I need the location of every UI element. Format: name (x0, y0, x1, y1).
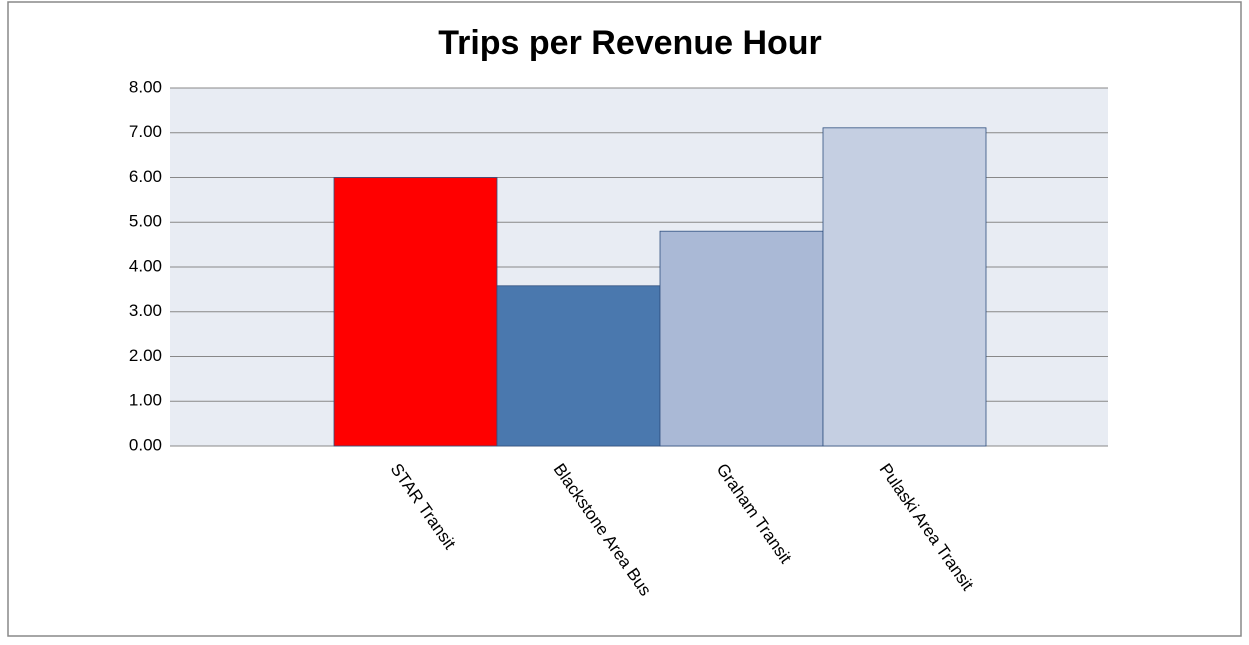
y-tick-label: 1.00 (129, 391, 162, 410)
y-tick-label: 0.00 (129, 435, 162, 454)
y-tick-label: 5.00 (129, 212, 162, 231)
y-tick-label: 7.00 (129, 122, 162, 141)
bar (333, 177, 498, 447)
y-tick-label: 2.00 (129, 346, 162, 365)
chart-title: Trips per Revenue Hour (438, 24, 822, 62)
bar (659, 230, 824, 447)
bar (822, 127, 987, 447)
y-tick-label: 8.00 (129, 77, 162, 96)
bar (496, 285, 661, 447)
y-tick-label: 4.00 (129, 256, 162, 275)
y-tick-label: 6.00 (129, 167, 162, 186)
y-tick-label: 3.00 (129, 301, 162, 320)
